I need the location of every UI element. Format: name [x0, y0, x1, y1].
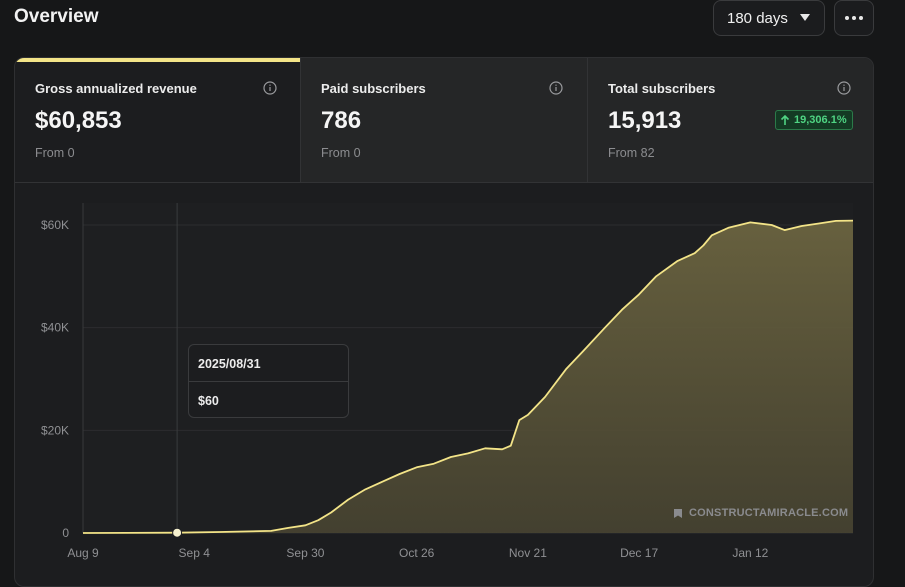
watermark: CONSTRUCTAMIRACLE.COM: [673, 507, 848, 519]
tooltip-date: 2025/08/31: [198, 357, 261, 371]
x-tick-label: Nov 21: [509, 546, 547, 560]
tooltip-divider: [189, 381, 348, 382]
caret-down-icon: [800, 14, 810, 21]
growth-badge-text: 19,306.1%: [794, 114, 847, 126]
stat-value: 15,913: [608, 107, 682, 134]
x-tick-label: Oct 26: [399, 546, 435, 560]
stat-value: 786: [321, 107, 362, 134]
stat-from: From 0: [321, 146, 361, 160]
tooltip-value: $60: [198, 394, 219, 408]
info-icon[interactable]: [837, 81, 851, 95]
stat-from: From 0: [35, 146, 75, 160]
y-tick-label: $20K: [41, 423, 69, 437]
info-icon[interactable]: [549, 81, 563, 95]
y-tick-label: $60K: [41, 218, 69, 232]
highlight-point[interactable]: [172, 527, 183, 538]
ellipsis-icon: [845, 16, 863, 20]
y-tick-label: 0: [62, 526, 69, 540]
revenue-line: [82, 219, 854, 534]
stat-gross-revenue[interactable]: Gross annualized revenue $60,853 From 0: [15, 58, 301, 183]
stat-paid-subscribers[interactable]: Paid subscribers 786 From 0: [301, 58, 588, 183]
watermark-text: CONSTRUCTAMIRACLE.COM: [689, 507, 849, 519]
revenue-chart[interactable]: 0 $20K $40K $60K Aug 9 Sep 4 Sep 30 Oct 26 Nov 2…: [15, 183, 874, 587]
x-tick-label: Aug 9: [67, 546, 99, 560]
date-range-select[interactable]: 180 days: [713, 0, 825, 36]
stat-label: Total subscribers: [608, 81, 716, 96]
stat-from: From 82: [608, 146, 655, 160]
stats-row: Gross annualized revenue $60,853 From 0 …: [15, 58, 873, 183]
x-tick-label: Sep 30: [286, 546, 324, 560]
y-tick-label: $40K: [41, 321, 69, 335]
stat-label: Gross annualized revenue: [35, 81, 197, 96]
page-title: Overview: [14, 6, 99, 27]
x-tick-label: Jan 12: [732, 546, 768, 560]
stat-label: Paid subscribers: [321, 81, 426, 96]
more-options-button[interactable]: [834, 0, 874, 36]
overview-card: Gross annualized revenue $60,853 From 0 …: [14, 57, 874, 587]
growth-badge: 19,306.1%: [775, 110, 853, 130]
chart-tooltip: 2025/08/31 $60: [188, 344, 349, 418]
x-tick-label: Sep 4: [179, 546, 211, 560]
date-range-value: 180 days: [727, 9, 788, 27]
stat-value: $60,853: [35, 107, 122, 134]
revenue-area: [83, 220, 853, 533]
x-tick-label: Dec 17: [620, 546, 658, 560]
arrow-up-icon: [780, 114, 790, 125]
info-icon[interactable]: [263, 81, 277, 95]
bookmark-icon: [674, 508, 682, 518]
